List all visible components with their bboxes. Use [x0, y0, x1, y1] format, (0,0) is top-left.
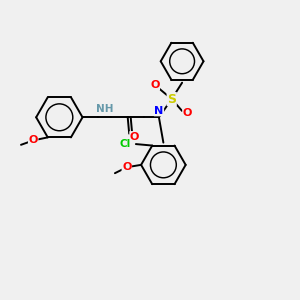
- Text: S: S: [167, 92, 176, 106]
- Text: O: O: [28, 135, 38, 146]
- Text: N: N: [154, 106, 164, 116]
- Text: Cl: Cl: [119, 139, 130, 149]
- Text: O: O: [183, 108, 192, 118]
- Text: NH: NH: [96, 104, 113, 114]
- Text: O: O: [122, 162, 131, 172]
- Text: O: O: [150, 80, 159, 90]
- Text: O: O: [130, 132, 139, 142]
